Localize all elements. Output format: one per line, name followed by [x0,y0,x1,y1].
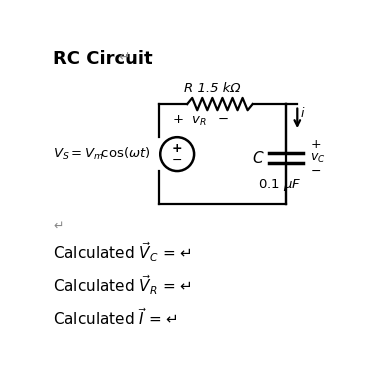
Text: $i$: $i$ [300,107,306,120]
Text: Calculated $\vec{V}_C$ = ↵: Calculated $\vec{V}_C$ = ↵ [53,240,192,264]
Text: −: − [172,154,182,167]
Text: RC Circuit: RC Circuit [53,50,153,68]
Text: $V_S = V_m\!\cos(\omega t)$: $V_S = V_m\!\cos(\omega t)$ [53,146,151,162]
Text: +: + [172,142,183,155]
Text: $+\ \ v_R\ \ -$: $+\ \ v_R\ \ -$ [172,114,230,128]
Text: ↵: ↵ [119,50,130,64]
Text: $0.1\ \mu F$: $0.1\ \mu F$ [258,177,301,193]
Text: $C$: $C$ [252,150,264,166]
Text: +: + [310,138,321,151]
Text: −: − [310,165,321,178]
Text: $v_C$: $v_C$ [310,151,326,164]
Text: R 1.5 kΩ: R 1.5 kΩ [183,82,240,95]
Text: ↵: ↵ [53,220,64,233]
Text: Calculated $\vec{I}$ = ↵: Calculated $\vec{I}$ = ↵ [53,306,178,328]
Text: Calculated $\vec{V}_R$ = ↵: Calculated $\vec{V}_R$ = ↵ [53,273,192,297]
